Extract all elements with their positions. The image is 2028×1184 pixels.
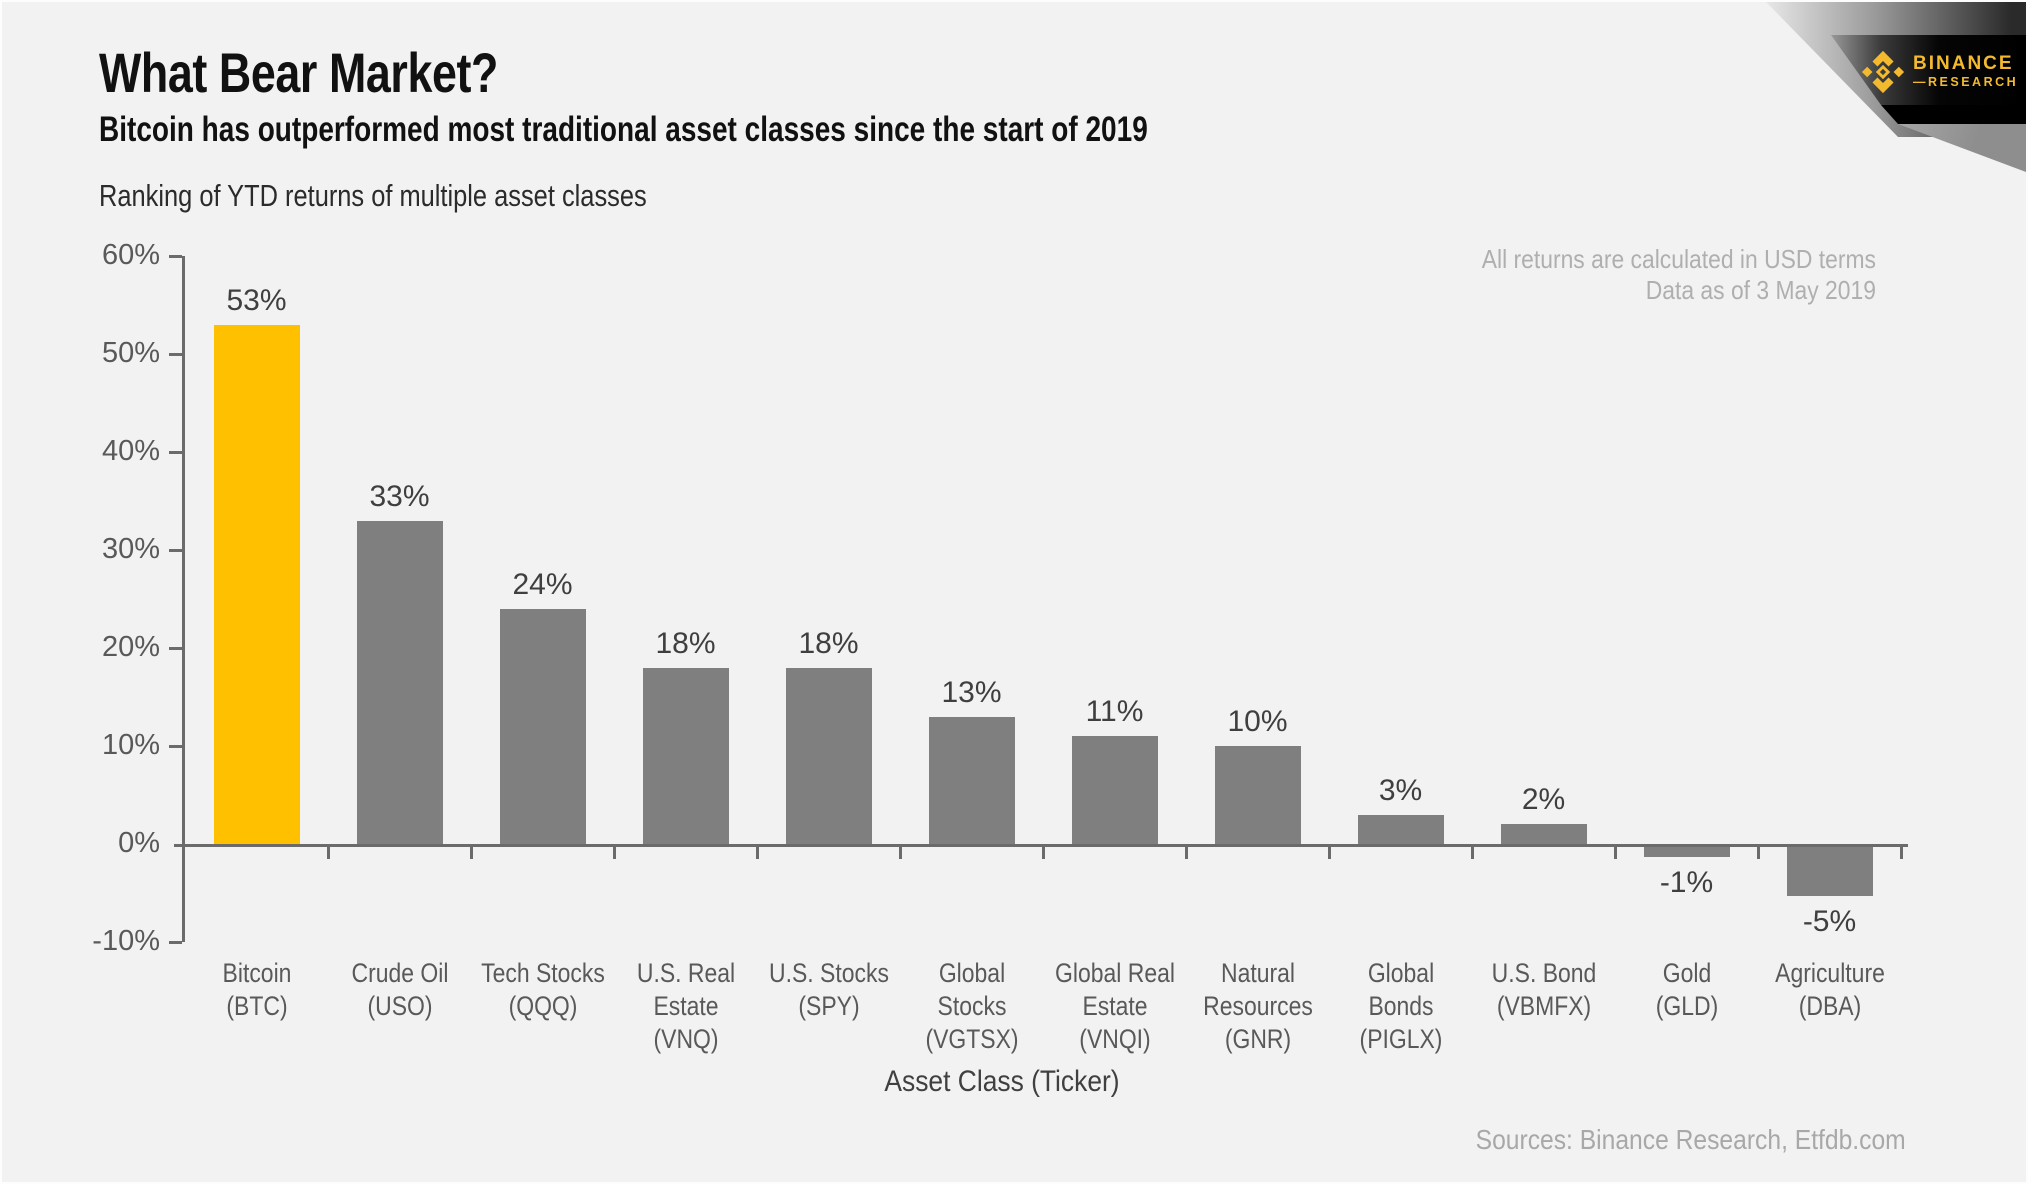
y-tick-label: 10% bbox=[101, 729, 160, 761]
binance-logo-icon bbox=[1861, 50, 1905, 94]
bar-value-label: -5% bbox=[1802, 905, 1857, 938]
bar bbox=[499, 608, 586, 844]
bar-value-label: 3% bbox=[1378, 773, 1423, 807]
x-tick-mark bbox=[756, 847, 759, 859]
x-tick-mark bbox=[1471, 847, 1474, 859]
bar-value-label: 10% bbox=[1227, 705, 1288, 738]
bar-value-label: 2% bbox=[1521, 783, 1566, 817]
x-axis-line bbox=[174, 844, 1908, 847]
bar-value-label: 33% bbox=[369, 479, 430, 513]
page-title: What Bear Market? bbox=[99, 41, 498, 104]
category-label: Global Real Estate (VNQI) bbox=[1054, 958, 1175, 1054]
y-tick-mark bbox=[169, 353, 182, 356]
category-label: Natural Resources (GNR) bbox=[1202, 958, 1313, 1054]
category-label: Global Stocks (VGTSX) bbox=[924, 958, 1019, 1054]
x-tick-mark bbox=[1042, 847, 1045, 859]
y-tick-mark bbox=[169, 549, 182, 552]
bar bbox=[1786, 847, 1873, 896]
y-tick-label: -10% bbox=[92, 925, 160, 957]
x-tick-mark bbox=[1757, 847, 1760, 859]
y-axis-line bbox=[182, 256, 185, 942]
bar bbox=[642, 667, 729, 844]
bar bbox=[356, 520, 443, 844]
brand-sub-name: —RESEARCH bbox=[1913, 75, 2019, 89]
category-label: U.S. Stocks (SPY) bbox=[768, 958, 889, 1021]
bar-value-label: -1% bbox=[1659, 865, 1714, 899]
y-tick-label: 60% bbox=[101, 239, 160, 271]
y-tick-mark bbox=[169, 745, 182, 748]
bar bbox=[1643, 847, 1730, 857]
bar-value-label: 13% bbox=[941, 675, 1002, 709]
category-label: Agriculture (DBA) bbox=[1774, 958, 1885, 1021]
y-tick-mark bbox=[169, 941, 182, 944]
x-tick-mark bbox=[1900, 847, 1903, 859]
x-tick-mark bbox=[899, 847, 902, 859]
bar bbox=[1071, 736, 1158, 844]
y-tick-label: 20% bbox=[101, 631, 160, 663]
x-tick-mark bbox=[327, 847, 330, 859]
bar-value-label: 18% bbox=[655, 626, 716, 660]
category-label: U.S. Real Estate (VNQ) bbox=[636, 958, 735, 1054]
bar-value-label: 53% bbox=[226, 283, 287, 317]
y-tick-mark bbox=[169, 451, 182, 454]
chart-description: Ranking of YTD returns of multiple asset… bbox=[99, 178, 647, 213]
category-label: Bitcoin (BTC) bbox=[222, 958, 291, 1021]
brand-name: BINANCE bbox=[1913, 53, 2014, 74]
category-label: Global Bonds (PIGLX) bbox=[1359, 958, 1442, 1054]
sources-line: Sources: Binance Research, Etfdb.com bbox=[1475, 1124, 1906, 1155]
x-tick-mark bbox=[470, 847, 473, 859]
chart-note: All returns are calculated in USD terms … bbox=[1482, 244, 1876, 306]
bar bbox=[213, 324, 300, 844]
x-tick-mark bbox=[1614, 847, 1617, 859]
note-line-1: All returns are calculated in USD terms bbox=[1481, 244, 1876, 274]
ribbon-fold bbox=[1881, 105, 2026, 124]
note-line-2: Data as of 3 May 2019 bbox=[1645, 275, 1876, 305]
y-tick-label: 50% bbox=[101, 337, 160, 369]
bar-value-label: 11% bbox=[1085, 695, 1144, 729]
category-label: U.S. Bond (VBMFX) bbox=[1491, 958, 1596, 1021]
x-axis-title: Asset Class (Ticker) bbox=[884, 1065, 1120, 1098]
bar bbox=[785, 667, 872, 844]
brand-corner-ribbon: BINANCE —RESEARCH bbox=[1736, 2, 2026, 192]
bar bbox=[928, 716, 1015, 844]
bar bbox=[1500, 824, 1587, 844]
category-label: Crude Oil (USO) bbox=[351, 958, 448, 1021]
x-tick-mark bbox=[1185, 847, 1188, 859]
y-tick-mark bbox=[169, 647, 182, 650]
x-tick-mark bbox=[613, 847, 616, 859]
bar bbox=[1214, 746, 1301, 844]
y-tick-label: 0% bbox=[118, 827, 160, 859]
category-label: Gold (GLD) bbox=[1655, 958, 1718, 1021]
binance-logo-text: BINANCE —RESEARCH bbox=[1913, 54, 2018, 90]
category-label: Tech Stocks (QQQ) bbox=[480, 958, 605, 1021]
x-tick-mark bbox=[1328, 847, 1331, 859]
y-tick-mark bbox=[169, 255, 182, 258]
bar-value-label: 24% bbox=[512, 567, 573, 601]
bar bbox=[1357, 814, 1444, 844]
y-tick-label: 40% bbox=[101, 435, 160, 467]
page-subtitle: Bitcoin has outperformed most traditiona… bbox=[99, 110, 1148, 149]
bar-value-label: 18% bbox=[798, 626, 859, 660]
y-tick-label: 30% bbox=[101, 533, 160, 565]
